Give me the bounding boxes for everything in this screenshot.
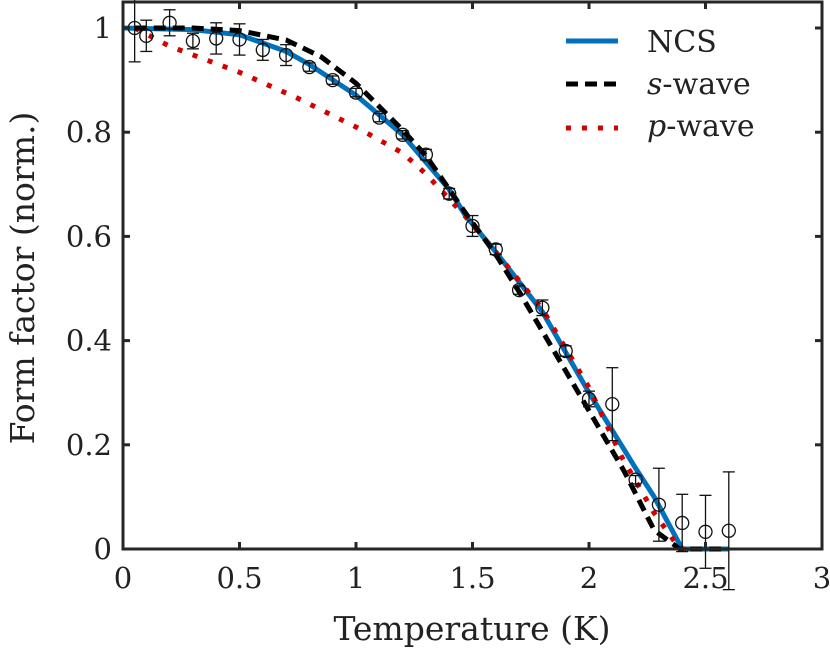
data-point <box>372 110 387 125</box>
curves-layer <box>122 25 729 552</box>
x-axis-label: Temperature (K) <box>333 609 610 648</box>
y-tick-label: 0 <box>94 532 112 566</box>
data-point <box>325 72 340 88</box>
data-point-marker <box>535 300 550 315</box>
data-point <box>209 22 224 55</box>
data-point <box>162 9 177 37</box>
data-point-marker <box>302 59 317 75</box>
data-point <box>651 467 667 542</box>
legend-label-s-rest: -wave <box>662 67 750 102</box>
data-point <box>395 127 410 142</box>
data-point-marker <box>605 397 620 412</box>
data-point-marker <box>325 72 340 88</box>
data-point <box>302 59 317 75</box>
data-point-marker <box>418 147 434 162</box>
data-point-marker <box>721 523 736 538</box>
series-line-s-wave <box>134 25 729 552</box>
data-point-marker <box>348 85 364 100</box>
y-tick-label: 1 <box>94 11 112 45</box>
data-point-marker <box>698 524 713 539</box>
data-point-marker <box>185 33 201 49</box>
data-point <box>581 390 597 408</box>
data-point <box>127 0 142 63</box>
legend-label-p-italic: p <box>647 109 666 144</box>
y-tick-label: 0.2 <box>66 428 112 462</box>
data-point <box>675 493 690 553</box>
data-point-marker <box>372 110 387 125</box>
data-point <box>628 472 643 487</box>
data-point-marker <box>209 31 224 46</box>
y-tick-label: 0.6 <box>66 219 112 253</box>
legend-label-p-wave: p-wave <box>647 109 755 144</box>
ticks-layer: 0 0.5 1 1.5 2 2.5 3 0 0.2 0.4 0.6 0.8 1 <box>66 2 830 595</box>
data-point-marker <box>278 47 294 63</box>
legend-label-p-rest: -wave <box>666 109 754 144</box>
data-point-marker <box>628 472 643 487</box>
data-point-marker <box>651 497 667 512</box>
data-point-marker <box>395 127 410 142</box>
data-point-marker <box>488 242 503 257</box>
data-point-marker <box>139 28 154 43</box>
x-tick-label: 1 <box>347 561 365 595</box>
y-axis-label: Form factor (norm.) <box>3 112 42 445</box>
data-point <box>558 343 573 359</box>
y-tick-label: 0.4 <box>66 324 112 358</box>
data-point <box>185 32 201 50</box>
legend: NCS s-wave p-wave <box>566 25 755 144</box>
legend-label-s-wave: s-wave <box>647 67 751 102</box>
data-point <box>442 186 457 201</box>
x-tick-label: 2 <box>580 561 598 595</box>
data-point <box>511 282 527 298</box>
series-line-p-wave <box>133 25 729 552</box>
data-point <box>232 23 247 56</box>
data-point <box>418 147 434 162</box>
series-line-ncs <box>122 25 729 552</box>
data-point <box>348 85 364 100</box>
x-tick-label: 1.5 <box>449 561 495 595</box>
data-point <box>488 242 503 257</box>
data-point <box>605 367 620 442</box>
data-point-marker <box>675 515 690 531</box>
data-point <box>278 44 294 67</box>
data-point-marker <box>255 42 270 58</box>
x-tick-label: 0 <box>114 561 132 595</box>
data-point-marker <box>442 186 457 201</box>
data-point <box>139 19 154 53</box>
data-point-marker <box>465 218 480 234</box>
x-tick-label: 3 <box>813 561 830 595</box>
legend-label-s-italic: s <box>647 67 662 102</box>
data-point <box>255 38 270 61</box>
x-tick-label: 2.5 <box>682 561 728 595</box>
y-tick-label: 0.8 <box>66 115 112 149</box>
data-point <box>721 471 736 591</box>
data-point-marker <box>558 343 573 359</box>
data-point <box>698 494 713 569</box>
data-point-marker <box>232 32 247 47</box>
legend-label-ncs: NCS <box>647 25 717 60</box>
data-point <box>535 299 550 317</box>
x-tick-label: 0.5 <box>216 561 262 595</box>
data-points-layer <box>127 0 736 591</box>
data-point-marker <box>162 15 177 30</box>
data-point <box>465 214 480 238</box>
data-point-marker <box>581 391 597 407</box>
data-point-marker <box>511 282 527 298</box>
